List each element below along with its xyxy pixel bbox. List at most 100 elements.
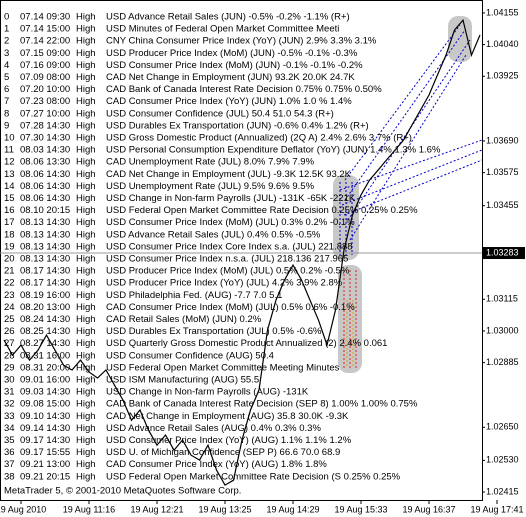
event-field: USD Federal Open Market Committee Meetin… (106, 362, 340, 373)
event-field: High (76, 12, 96, 23)
event-field: 08.31 20:00 (20, 362, 70, 373)
event-field: 30 (4, 375, 15, 386)
event-field: 35 (4, 435, 15, 446)
event-field: USD Unemployment Rate (JUL) 9.5% 9.6% 9.… (106, 181, 315, 192)
event-field: 08.13 14:30 (20, 254, 70, 265)
event-field: USD Producer Price Index (YoY) (JUL) 4.2… (106, 278, 343, 289)
event-field: 09.21 13:00 (20, 459, 70, 470)
event-field: CAD Bank of Canada Interest Rate Decisio… (106, 399, 418, 410)
event-field: High (76, 229, 96, 240)
event-field: 4 (4, 60, 9, 71)
event-field: 34 (4, 423, 15, 434)
event-field: 07.09 08:00 (20, 72, 70, 83)
event-field: USD Durables Ex Transportation (JUN) -0.… (106, 120, 369, 131)
x-tick-label: 19 Aug 13:25 (198, 504, 251, 514)
event-field: 14 (4, 181, 15, 192)
event-field: CAD Net Change in Employment (AUG) 35.8 … (106, 411, 349, 422)
event-field: High (76, 24, 96, 35)
event-field: 08.06 13:30 (20, 157, 70, 168)
event-field: 07.27 10:00 (20, 108, 70, 119)
event-field: USD Consumer Price Index (MoM) (JUL) 0.3… (106, 217, 355, 228)
event-field: 11 (4, 145, 14, 156)
event-field: High (76, 411, 96, 422)
event-field: USD Advance Retail Sales (JUN) -0.5% -0.… (106, 12, 350, 23)
event-field: 7 (4, 96, 9, 107)
event-field: 15 (4, 193, 15, 204)
y-tick-label: 1.02885 (486, 357, 519, 367)
event-field: 08.27 14:30 (20, 338, 70, 349)
event-field: High (76, 241, 96, 252)
x-tick-label: 19 Aug 17:41 (470, 504, 523, 514)
event-field: High (76, 169, 96, 180)
event-field: 09.01 16:00 (20, 375, 70, 386)
event-field: 27 (4, 338, 15, 349)
event-field: 08.06 14:30 (20, 193, 70, 204)
event-field: High (76, 338, 96, 349)
current-price-label: 1.03283 (486, 247, 519, 257)
event-field: High (76, 217, 96, 228)
event-field: USD Consumer Price Index (YoY) (AUG) 1.1… (106, 435, 352, 446)
event-field: 09.08 15:00 (20, 399, 70, 410)
event-field: USD Producer Price Index (MoM) (JUL) 0.5… (106, 266, 350, 277)
event-field: High (76, 96, 96, 107)
event-field: 1 (4, 24, 9, 35)
event-field: 07.30 14:30 (20, 133, 70, 144)
y-tick-label: 1.03000 (486, 325, 519, 335)
event-field: 20 (4, 254, 15, 265)
event-field: 08.20 13:00 (20, 302, 70, 313)
event-field: 5 (4, 72, 9, 83)
event-field: High (76, 471, 96, 482)
event-field: High (76, 157, 96, 168)
event-field: High (76, 326, 96, 337)
event-field: 07.20 10:00 (20, 84, 70, 95)
event-field: High (76, 72, 96, 83)
event-field: High (76, 84, 96, 95)
x-tick-label: 19 Aug 2010 (0, 504, 46, 514)
event-field: 07.15 09:00 (20, 48, 70, 59)
event-field: 16 (4, 205, 15, 216)
plot-frame (0, 0, 483, 501)
event-field: 26 (4, 326, 15, 337)
event-field: 31 (4, 387, 15, 398)
event-field: High (76, 108, 96, 119)
y-tick-label: 1.04040 (486, 39, 519, 49)
event-field: 09.03 14:30 (20, 387, 70, 398)
event-field: USD Consumer Confidence (JUL) 50.4 51.0 … (106, 108, 334, 119)
event-field: 24 (4, 302, 15, 313)
signal-line (343, 270, 357, 368)
y-tick-label: 1.03455 (486, 200, 519, 210)
event-field: 08.06 14:30 (20, 169, 70, 180)
event-field: USD Change in Non-farm Payrolls (JUL) -1… (106, 193, 356, 204)
event-field: 08.19 16:00 (20, 290, 70, 301)
y-tick-label: 1.02650 (486, 422, 519, 432)
event-field: USD Advance Retail Sales (JUL) 0.4% 0.5%… (106, 229, 321, 240)
event-field: High (76, 350, 96, 361)
event-field: 2 (4, 36, 9, 47)
event-field: CNY China Consumer Price Index (YoY) (JU… (106, 36, 377, 47)
event-field: USD Quarterly Gross Domestic Product Ann… (106, 338, 387, 349)
event-field: High (76, 254, 96, 265)
event-field: 3 (4, 48, 9, 59)
event-list: 0 07.14 09:30 High USD Advance Retail Sales… (4, 12, 441, 483)
event-field: High (76, 399, 96, 410)
signal-line (346, 300, 354, 368)
event-field: 23 (4, 290, 15, 301)
event-field: 32 (4, 399, 15, 410)
y-tick-label: 1.03115 (486, 294, 518, 304)
event-field: USD Producer Price Index (MoM) (JUN) -0.… (106, 48, 358, 59)
event-field: CAD Consumer Price Index (YoY) (AUG) 1.8… (106, 459, 327, 470)
event-field: CAD Bank of Canada Interest Rate Decisio… (106, 84, 382, 95)
event-field: High (76, 145, 96, 156)
event-field: High (76, 435, 96, 446)
x-tick-label: 19 Aug 14:29 (266, 504, 319, 514)
event-field: High (76, 36, 96, 47)
event-field: CAD Net Change in Employment (JUN) 93.2K… (106, 72, 355, 83)
event-field: 21 (4, 266, 15, 277)
event-field: 08.03 14:30 (20, 145, 70, 156)
event-field: 10 (4, 133, 15, 144)
event-field: USD U. of Michigan Confidence (SEP P) 66… (106, 447, 340, 458)
event-field: 6 (4, 84, 9, 95)
event-field: CAD Consumer Price Index (MoM) (JUL) 0.5… (106, 302, 355, 313)
x-tick-label: 19 Aug 12:21 (130, 504, 183, 514)
axes: 1.04155 1.04040 1.03925 1.03690 1.03575 1.034… (0, 7, 525, 514)
